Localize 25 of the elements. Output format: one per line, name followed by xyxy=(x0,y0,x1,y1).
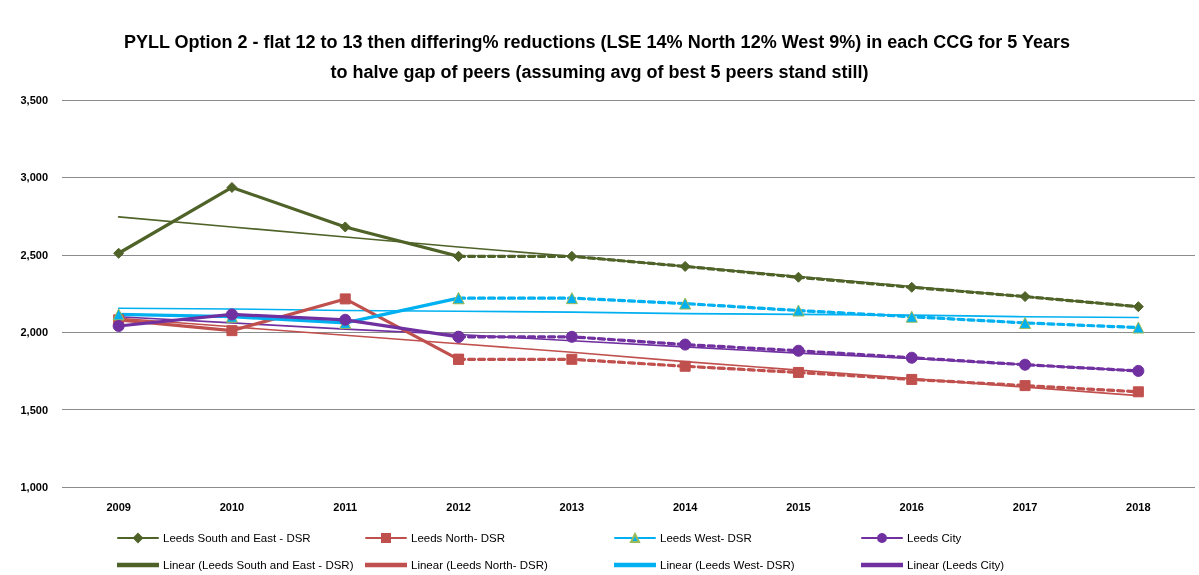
x-tick-label: 2013 xyxy=(559,500,585,513)
x-tick-label: 2017 xyxy=(1012,500,1038,513)
legend-label: Leeds West- DSR xyxy=(660,532,752,544)
x-tick-label: 2014 xyxy=(672,500,699,513)
x-tick-label: 2015 xyxy=(786,500,811,513)
x-tick-label: 2018 xyxy=(1126,500,1151,513)
x-tick-label: 2011 xyxy=(333,500,358,513)
x-tick-label: 2009 xyxy=(106,500,131,513)
y-tick-label: 3,000 xyxy=(20,171,48,184)
legend-label: Leeds City xyxy=(907,532,962,544)
y-tick-label: 1,000 xyxy=(20,481,48,493)
y-tick-label: 2,500 xyxy=(20,248,48,261)
y-tick-label: 1,500 xyxy=(20,403,48,416)
x-tick-label: 2016 xyxy=(899,500,924,513)
legend-label: Linear (Leeds South and East - DSR) xyxy=(163,559,354,571)
x-tick-label: 2010 xyxy=(219,500,245,513)
legend-label: Linear (Leeds North- DSR) xyxy=(411,559,548,571)
legend-label: Linear (Leeds West- DSR) xyxy=(660,559,795,571)
chart-title: PYLL Option 2 - flat 12 to 13 then differing% reductions (LSE 14% North 12% West 9%) in each CCG for 5 Years to halve gap of peers (assuming avg of best 5 peers stand still) xyxy=(123,32,1076,82)
y-tick-label: 3,500 xyxy=(20,94,48,106)
x-tick-label: 2012 xyxy=(446,500,471,513)
y-tick-label: 2,000 xyxy=(20,326,48,339)
legend-label: Leeds South and East - DSR xyxy=(163,532,311,544)
legend-label: Leeds North- DSR xyxy=(411,532,505,544)
legend-label: Linear (Leeds City) xyxy=(907,559,1005,571)
